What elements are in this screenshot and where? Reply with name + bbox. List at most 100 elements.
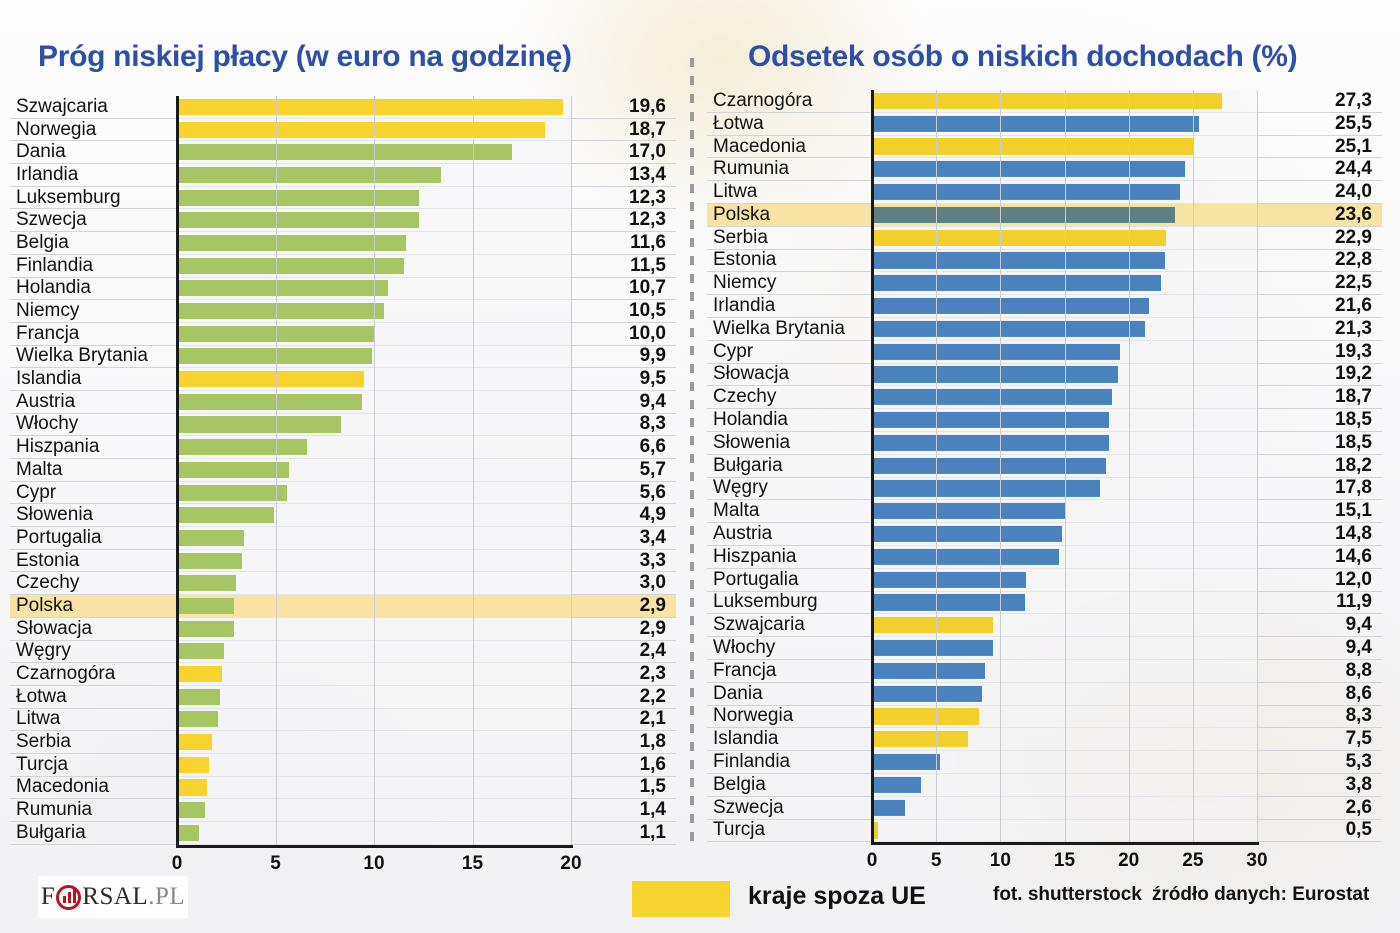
axis-tick-label: 15: [1053, 850, 1076, 872]
bar: [177, 824, 199, 841]
table-row: Węgry 2,4: [10, 640, 676, 664]
value-label: 10,5: [571, 300, 676, 323]
bar: [177, 121, 546, 138]
bar-track: [177, 799, 571, 822]
category-label: Luksemburg: [10, 187, 177, 210]
value-label: 8,8: [1257, 660, 1382, 683]
bar-track: [177, 118, 571, 142]
bar: [177, 711, 219, 728]
table-row: Wielka Brytania 9,9: [10, 345, 676, 369]
logo-prefix: F: [40, 883, 56, 910]
category-label: Bułgaria: [10, 822, 177, 845]
table-row: Słowenia 4,9: [10, 504, 676, 528]
bar-track: [872, 659, 1257, 683]
y-axis-line: [871, 90, 874, 846]
category-label: Wielka Brytania: [10, 345, 177, 369]
bar-track: [872, 773, 1257, 797]
bar: [872, 366, 1119, 383]
category-label: Czechy: [707, 386, 872, 410]
bar-track: [872, 568, 1257, 592]
value-label: 2,2: [571, 686, 676, 709]
bar: [177, 529, 244, 546]
bar-track: [177, 572, 571, 596]
table-row: Turcja 0,5: [707, 819, 1382, 843]
value-label: 8,3: [571, 413, 676, 437]
category-label: Estonia: [10, 550, 177, 573]
bar: [872, 571, 1026, 588]
category-label: Rumunia: [707, 158, 872, 182]
panel-divider: [690, 58, 694, 848]
table-row: Niemcy 10,5: [10, 300, 676, 323]
bar: [177, 439, 308, 456]
value-label: 2,1: [571, 708, 676, 732]
table-row: Rumunia 24,4: [707, 158, 1382, 182]
table-row: Irlandia 13,4: [10, 164, 676, 187]
axis-tick-label: 0: [171, 853, 183, 875]
bar-track: [872, 500, 1257, 524]
table-row: Turcja 1,6: [10, 754, 676, 777]
bar: [177, 234, 406, 251]
value-label: 2,4: [571, 640, 676, 664]
left-bar-chart: Szwajcaria 19,6 Norwegia 18,7 Dania 17,0 Irlan…: [10, 96, 676, 874]
table-row: Belgia 11,6: [10, 232, 676, 255]
bar-track: [177, 232, 571, 255]
value-label: 9,5: [571, 368, 676, 391]
bar: [872, 503, 1066, 520]
category-label: Szwajcaria: [10, 96, 177, 119]
bar-track: [177, 595, 571, 618]
table-row: Bułgaria 18,2: [707, 455, 1382, 478]
bar: [872, 685, 983, 702]
axis-tick-label: 20: [1118, 850, 1140, 872]
table-row: Norwegia 18,7: [10, 119, 676, 142]
table-row: Węgry 17,8: [707, 477, 1382, 501]
table-row: Niemcy 22,5: [707, 272, 1382, 296]
table-row: Irlandia 21,6: [707, 295, 1382, 318]
table-row: Estonia 3,3: [10, 550, 676, 573]
bar: [177, 348, 373, 365]
table-row: Belgia 3,8: [707, 774, 1382, 797]
bar-track: [177, 322, 571, 346]
bar-track: [872, 158, 1257, 182]
table-row: Francja 10,0: [10, 323, 676, 346]
bar: [872, 161, 1186, 178]
bar: [177, 507, 274, 524]
category-label: Portugalia: [10, 527, 177, 550]
bar-track: [872, 591, 1257, 615]
right-bar-chart: Czarnogóra 27,3 Łotwa 25,5 Macedonia 25,1 Rumu…: [707, 90, 1382, 871]
table-row: Austria 14,8: [707, 523, 1382, 546]
bar: [177, 484, 288, 501]
table-row: Rumunia 1,4: [10, 799, 676, 822]
bar-track: [872, 181, 1257, 204]
bar: [177, 166, 441, 183]
value-label: 8,6: [1257, 683, 1382, 706]
bar-track: [872, 386, 1257, 410]
value-label: 21,3: [1257, 318, 1382, 341]
logo-chart-icon: [56, 884, 82, 910]
value-label: 17,0: [571, 141, 676, 165]
table-row: Czechy 18,7: [707, 386, 1382, 410]
category-label: Polska: [707, 204, 872, 227]
value-label: 18,2: [1257, 455, 1382, 478]
value-label: 1,4: [571, 799, 676, 822]
value-label: 9,9: [571, 345, 676, 369]
logo-middle: RSAL: [82, 883, 149, 910]
bar: [177, 371, 365, 388]
value-label: 12,3: [571, 187, 676, 210]
category-label: Litwa: [707, 181, 872, 204]
category-label: Hiszpania: [10, 436, 177, 459]
bar-track: [177, 549, 571, 573]
bar-track: [177, 300, 571, 323]
bar-track: [872, 203, 1257, 227]
bar-track: [872, 340, 1257, 364]
category-label: Szwecja: [707, 797, 872, 820]
value-label: 6,6: [571, 436, 676, 459]
forsal-logo[interactable]: F RSAL .PL: [38, 876, 188, 918]
bar: [177, 189, 420, 206]
category-label: Polska: [10, 595, 177, 618]
table-row: Słowacja 19,2: [707, 363, 1382, 387]
category-label: Austria: [10, 391, 177, 414]
table-row: Dania 8,6: [707, 683, 1382, 706]
bar-track: [872, 112, 1257, 136]
bar: [177, 144, 512, 161]
legend-swatch-non-eu: [632, 881, 730, 917]
